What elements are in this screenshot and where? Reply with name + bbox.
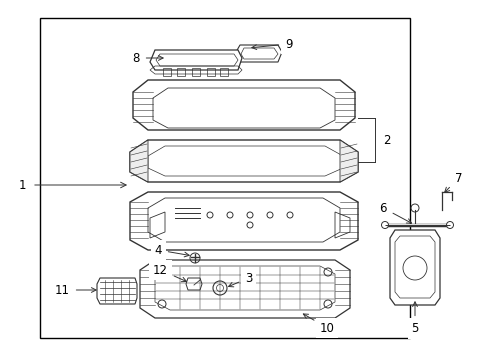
Text: 5: 5: [411, 302, 418, 335]
Polygon shape: [150, 50, 242, 70]
Polygon shape: [130, 140, 148, 182]
Text: 7: 7: [445, 171, 463, 192]
Bar: [40, 18, 410, 338]
Text: 10: 10: [303, 314, 335, 334]
Text: 3: 3: [228, 271, 252, 287]
Text: 8: 8: [133, 51, 163, 64]
Text: 12: 12: [153, 264, 187, 282]
Circle shape: [446, 221, 454, 229]
Polygon shape: [390, 230, 440, 305]
Polygon shape: [133, 80, 355, 130]
Text: 9: 9: [252, 37, 293, 50]
Text: 11: 11: [55, 284, 96, 297]
Polygon shape: [130, 192, 358, 250]
Text: 2: 2: [383, 134, 391, 147]
Polygon shape: [130, 140, 358, 182]
Text: 4: 4: [154, 243, 189, 257]
Polygon shape: [140, 260, 350, 318]
Polygon shape: [97, 278, 137, 304]
Circle shape: [382, 221, 389, 229]
Text: 1: 1: [18, 179, 26, 192]
Text: 6: 6: [379, 202, 412, 223]
Polygon shape: [340, 140, 358, 182]
